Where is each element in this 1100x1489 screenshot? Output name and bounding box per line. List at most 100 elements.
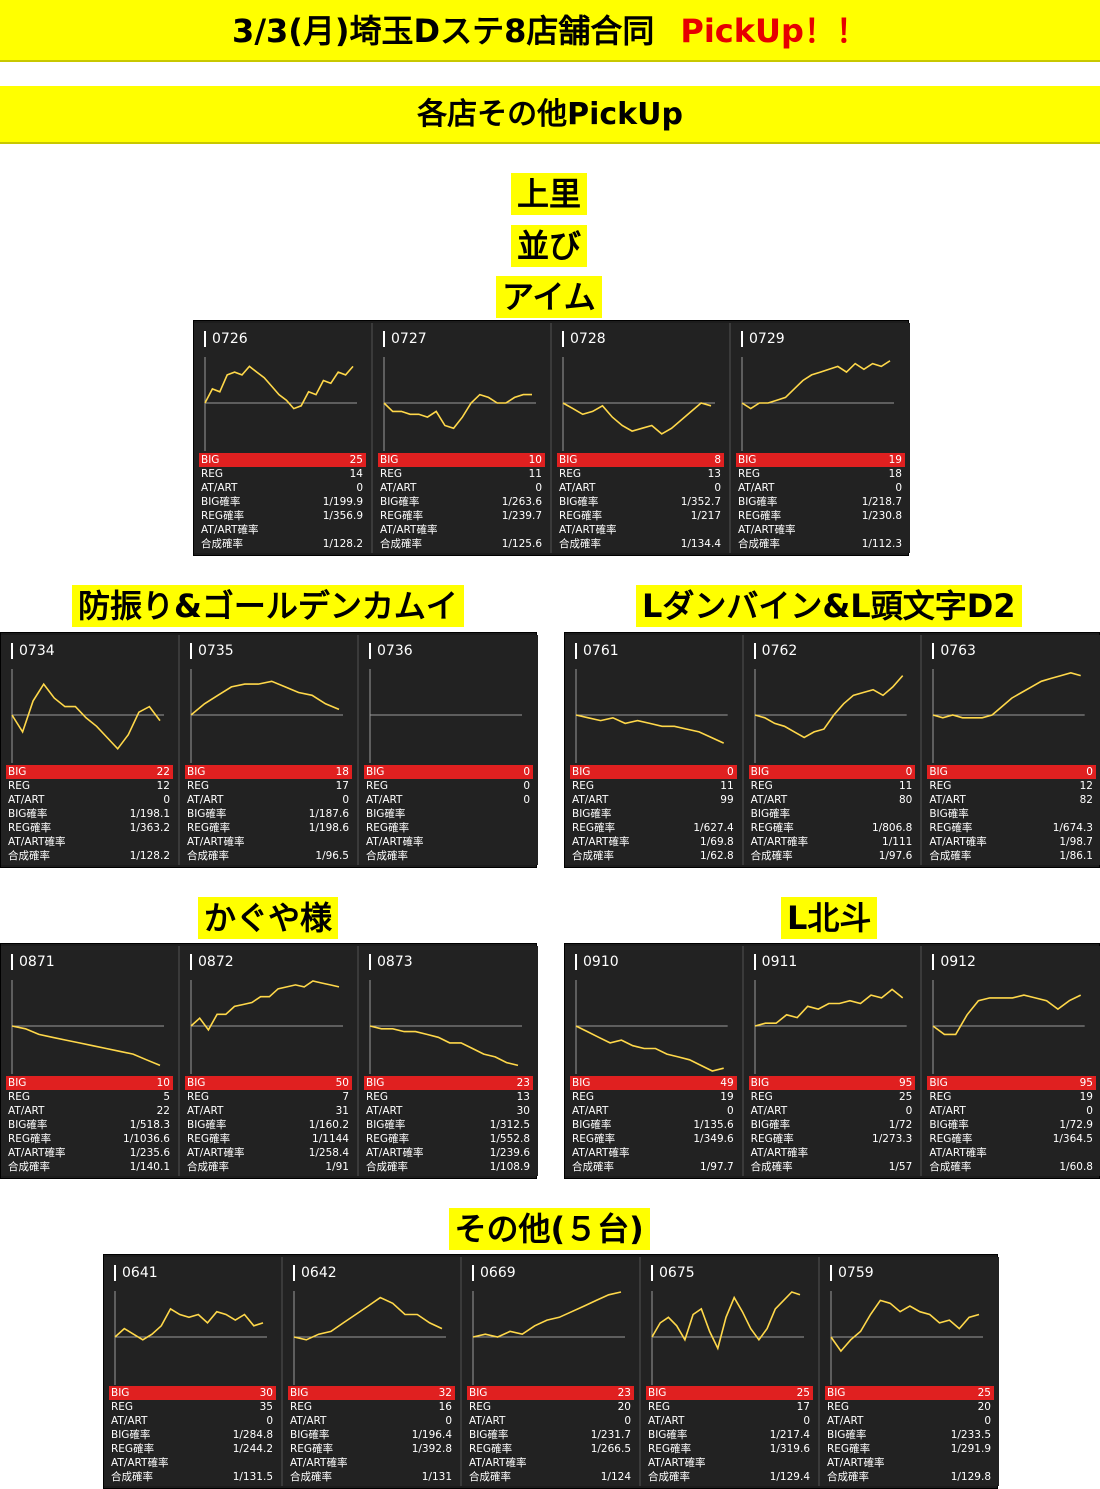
stats-row: BIG確率 1/312.5: [364, 1118, 533, 1132]
stats-row: AT/ART 0: [570, 1104, 737, 1118]
stat-label: AT/ART確率: [187, 1147, 245, 1159]
stats-row: AT/ART 0: [927, 1104, 1096, 1118]
stats-row: BIG 30: [109, 1386, 276, 1400]
stat-label: REG: [469, 1401, 492, 1413]
stats-row: REG確率 1/319.6: [646, 1442, 813, 1456]
stats-row: BIG 0: [748, 765, 916, 779]
machine-card[interactable]: 0912 BIG 95 REG 19 AT/ART 0 BIG確率 1/72.9 REG確率 1/3…: [922, 946, 1100, 1176]
stats-row: AT/ART 0: [378, 481, 545, 495]
stats-row: REG確率 1/806.8: [749, 821, 916, 835]
stats-row: BIG 18: [185, 765, 352, 779]
stat-label: BIG確率: [929, 1119, 969, 1131]
stat-label: AT/ART確率: [8, 836, 66, 848]
machine-card[interactable]: 0759 BIG 25 REG 20 AT/ART 0 BIG確率 1/233.5 REG確率 1/…: [820, 1257, 999, 1486]
stats-row: REG 18: [736, 467, 905, 481]
stat-label: REG確率: [187, 822, 231, 834]
stat-label: REG確率: [929, 822, 973, 834]
machine-card[interactable]: 0911 BIG 95 REG 25 AT/ART 0 BIG確率 1/72 REG確率 1/273…: [743, 946, 923, 1176]
stats-row: AT/ART 0: [288, 1414, 455, 1428]
machine-number: 0872: [190, 954, 234, 970]
stat-label: 合成確率: [827, 1471, 869, 1483]
stat-value: 22: [156, 766, 170, 778]
group-label: L北斗: [781, 897, 878, 939]
stat-label: BIG確率: [929, 808, 969, 820]
machine-card[interactable]: 0910 BIG 49 REG 19 AT/ART 0 BIG確率 1/135.6 REG確率 1/…: [565, 946, 744, 1176]
stat-value: 1/244.2: [232, 1443, 273, 1455]
stats-row: REG 14: [199, 467, 366, 481]
stats-row: REG確率 1/674.3: [927, 821, 1096, 835]
machine-card[interactable]: 0641 BIG 30 REG 35 AT/ART 0 BIG確率 1/284.8 REG確率 1/…: [104, 1257, 283, 1486]
machine-card[interactable]: 0728 BIG 8 REG 13 AT/ART 0 BIG確率 1/352.7 REG確率 1/2…: [552, 323, 731, 553]
stats-row: BIG 25: [646, 1386, 813, 1400]
machine-card[interactable]: 0727 BIG 10 REG 11 AT/ART 0 BIG確率 1/263.6 REG確率 1/…: [373, 323, 552, 553]
machine-card[interactable]: 0734 BIG 22 REG 12 AT/ART 0 BIG確率 1/198.1 REG確率 1/…: [1, 635, 180, 865]
stats-row: AT/ART確率: [646, 1456, 813, 1470]
machine-card[interactable]: 0762 BIG 0 REG 11 AT/ART 80 BIG確率 REG確率 1/806.8 AT…: [743, 635, 923, 865]
stats-row: BIG 10: [378, 453, 545, 467]
stat-value: 30: [259, 1387, 273, 1399]
stat-label: AT/ART: [111, 1415, 148, 1427]
stats-table: BIG 23 REG 20 AT/ART 0 BIG確率 1/231.7 REG確率 1/266.…: [467, 1386, 634, 1484]
stats-row: REG 5: [6, 1090, 173, 1104]
machine-card[interactable]: 0675 BIG 25 REG 17 AT/ART 0 BIG確率 1/217.4 REG確率 1/…: [641, 1257, 820, 1486]
machine-number: 0910: [575, 954, 619, 970]
stats-row: 合成確率 1/91: [185, 1160, 352, 1174]
stat-label: REG確率: [8, 1133, 52, 1145]
stats-row: REG 12: [927, 779, 1096, 793]
machine-card[interactable]: 0763 BIG 0 REG 12 AT/ART 82 BIG確率 REG確率 1/674.3 AT…: [922, 635, 1100, 865]
stat-label: BIG: [8, 766, 27, 778]
stat-label: REG: [827, 1401, 850, 1413]
stat-label: BIG: [187, 766, 206, 778]
group-label: その他(５台): [448, 1208, 650, 1250]
machine-card[interactable]: 0669 BIG 23 REG 20 AT/ART 0 BIG確率 1/231.7 REG確率 1/…: [462, 1257, 641, 1486]
stat-label: REG: [750, 1091, 773, 1103]
stats-row: REG確率 1/349.6: [570, 1132, 737, 1146]
machine-card[interactable]: 0735 BIG 18 REG 17 AT/ART 0 BIG確率 1/187.6 REG確率 1/…: [180, 635, 359, 865]
machine-card[interactable]: 0736 BIG 0 REG 0 AT/ART 0 BIG確率 REG確率 AT/ART確率 合成確…: [359, 635, 538, 865]
machine-card[interactable]: 0642 BIG 32 REG 16 AT/ART 0 BIG確率 1/196.4 REG確率 1/…: [283, 1257, 462, 1486]
machine-panel: 0641 BIG 30 REG 35 AT/ART 0 BIG確率 1/284.8 REG確率 1/…: [103, 1254, 999, 1489]
machine-card[interactable]: 0871 BIG 10 REG 5 AT/ART 22 BIG確率 1/518.3 REG確率 1/…: [1, 946, 180, 1176]
stat-value: 1/356.9: [322, 510, 363, 522]
machine-card[interactable]: 0873 BIG 23 REG 13 AT/ART 30 BIG確率 1/312.5 REG確率 1…: [359, 946, 538, 1176]
machine-number: 0735: [190, 643, 234, 659]
machine-card[interactable]: 0872 BIG 50 REG 7 AT/ART 31 BIG確率 1/160.2 REG確率 1/…: [180, 946, 359, 1176]
stat-label: REG: [572, 1091, 595, 1103]
stat-label: BIG: [290, 1387, 309, 1399]
stats-row: 合成確率 1/134.4: [557, 537, 724, 551]
stat-value: 16: [438, 1401, 452, 1413]
stat-label: 合成確率: [111, 1471, 153, 1483]
stat-value: 1/57: [888, 1161, 913, 1173]
machine-card[interactable]: 0729 BIG 19 REG 18 AT/ART 0 BIG確率 1/218.7 REG確率 1/…: [731, 323, 910, 553]
stats-row: 合成確率 1/128.2: [199, 537, 366, 551]
stat-value: 0: [445, 1415, 452, 1427]
machine-card[interactable]: 0726 BIG 25 REG 14 AT/ART 0 BIG確率 1/199.9 REG確率 1/…: [194, 323, 373, 553]
stats-row: 合成確率 1/125.6: [378, 537, 545, 551]
stats-row: AT/ART 31: [185, 1104, 352, 1118]
stats-row: 合成確率 1/112.3: [736, 537, 905, 551]
stat-value: 1/230.8: [861, 510, 902, 522]
stats-row: AT/ART確率: [109, 1456, 276, 1470]
stat-label: REG: [929, 1091, 952, 1103]
stat-value: 0: [905, 766, 913, 778]
stat-value: 82: [1079, 794, 1093, 806]
slump-graph: [754, 669, 907, 763]
stat-value: 17: [335, 780, 349, 792]
slump-graph: [11, 669, 164, 763]
slump-graph: [575, 669, 728, 763]
stat-label: REG: [648, 1401, 671, 1413]
stats-row: 合成確率 1/97.6: [749, 849, 916, 863]
stat-label: 合成確率: [201, 538, 243, 550]
stat-label: BIG: [111, 1387, 130, 1399]
series-line: [190, 980, 340, 1032]
stats-row: BIG確率 1/160.2: [185, 1118, 352, 1132]
stat-value: 1/108.9: [489, 1161, 530, 1173]
stat-value: 1/263.6: [501, 496, 542, 508]
stat-value: 20: [977, 1401, 991, 1413]
stat-label: BIG確率: [738, 496, 778, 508]
slump-graph: [204, 357, 357, 451]
stat-label: 合成確率: [750, 850, 793, 862]
stat-value: 0: [523, 766, 530, 778]
stat-label: AT/ART確率: [750, 1147, 809, 1159]
machine-card[interactable]: 0761 BIG 0 REG 11 AT/ART 99 BIG確率 REG確率 1/627.4 AT…: [565, 635, 744, 865]
